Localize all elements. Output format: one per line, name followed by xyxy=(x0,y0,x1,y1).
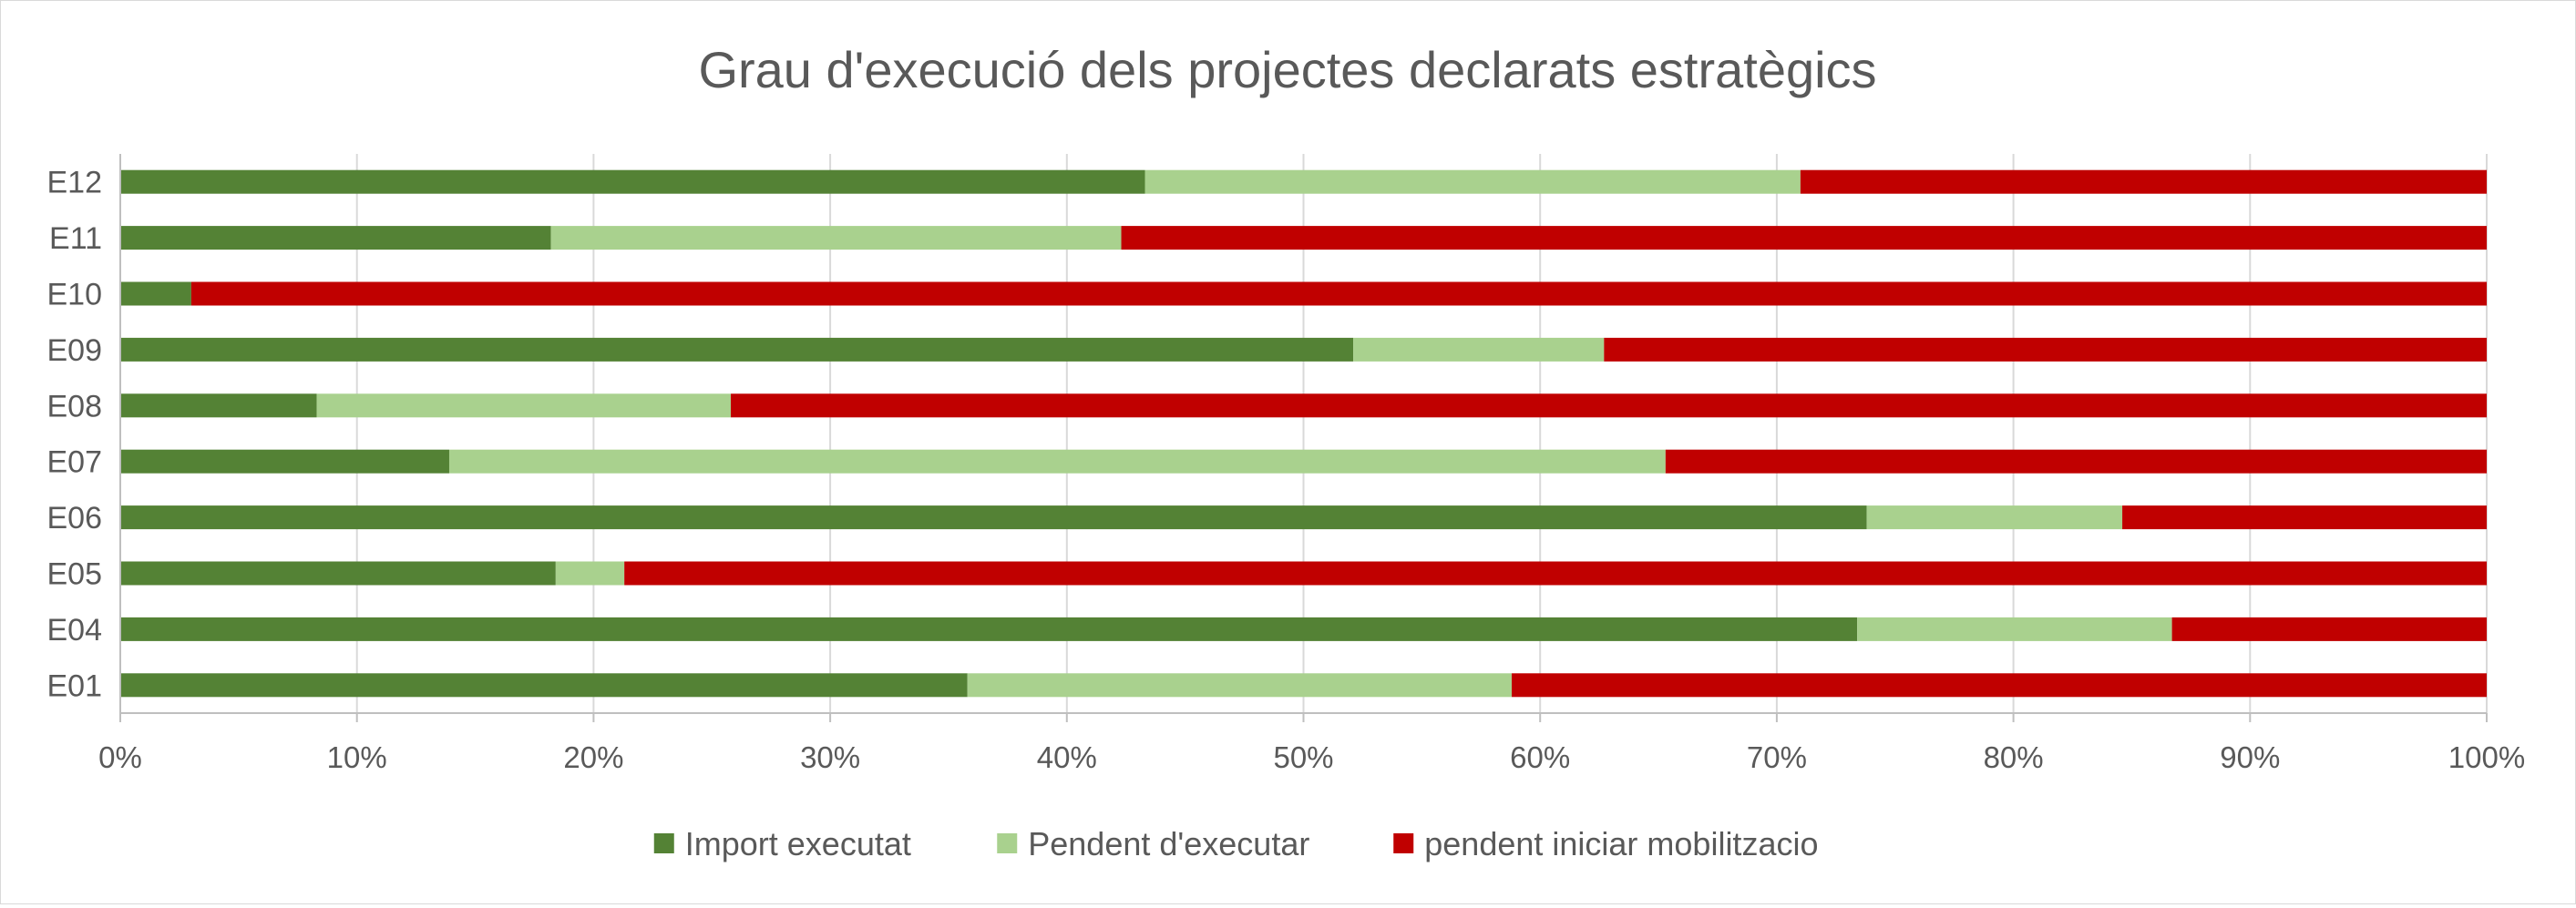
bar-e07-import-executat xyxy=(120,449,449,474)
legend-label: pendent iniciar mobilitzacio xyxy=(1424,825,1818,862)
category-label-e10: E10 xyxy=(47,278,103,312)
bar-e08-pendent-d-executar xyxy=(316,393,732,418)
x-tick-label: 60% xyxy=(1510,740,1570,774)
bar-e05-pendent-d-executar xyxy=(555,561,625,586)
category-label-e04: E04 xyxy=(47,613,103,648)
x-tick-label: 80% xyxy=(1984,740,2044,774)
x-tick-label: 90% xyxy=(2220,740,2280,774)
x-tick-label: 70% xyxy=(1747,740,1807,774)
bar-e01-pendent-iniciar-mobilitzacio xyxy=(1512,673,2487,698)
bar-e01-pendent-d-executar xyxy=(967,673,1513,698)
bar-e07-pendent-d-executar xyxy=(448,449,1666,474)
legend-item-import-executat: Import executat xyxy=(653,825,911,862)
bar-e10-pendent-iniciar-mobilitzacio xyxy=(190,281,2488,306)
bar-e12-import-executat xyxy=(120,169,1145,194)
bar-e06-import-executat xyxy=(120,505,1867,530)
bar-e06-pendent-d-executar xyxy=(1866,505,2123,530)
category-label-e12: E12 xyxy=(47,166,103,200)
bar-e09-import-executat xyxy=(120,337,1354,362)
category-label-e07: E07 xyxy=(47,445,103,480)
x-tick-label: 20% xyxy=(563,740,623,774)
bar-e04-pendent-d-executar xyxy=(1857,617,2172,641)
bar-e09-pendent-d-executar xyxy=(1353,337,1605,362)
legend-item-pendent-iniciar-mobilitzacio: pendent iniciar mobilitzacio xyxy=(1393,825,1818,862)
bar-e05-import-executat xyxy=(120,561,556,586)
legend-swatch xyxy=(997,833,1018,853)
legend-label: Import executat xyxy=(685,825,911,862)
bar-e04-pendent-iniciar-mobilitzacio xyxy=(2171,617,2487,641)
bar-e11-pendent-iniciar-mobilitzacio xyxy=(1121,226,2487,250)
category-label-e01: E01 xyxy=(47,668,103,703)
category-label-e06: E06 xyxy=(47,501,103,536)
bar-e12-pendent-d-executar xyxy=(1144,169,1801,194)
bar-e11-pendent-d-executar xyxy=(550,226,1122,250)
x-tick-label: 10% xyxy=(327,740,387,774)
bar-e04-import-executat xyxy=(120,617,1858,641)
bar-e01-import-executat xyxy=(120,673,968,698)
legend-label: Pendent d'executar xyxy=(1028,825,1309,862)
x-tick-label: 50% xyxy=(1273,740,1333,774)
legend-swatch xyxy=(653,833,674,853)
x-tick-label: 40% xyxy=(1037,740,1097,774)
legend-item-pendent-d-executar: Pendent d'executar xyxy=(997,825,1309,862)
category-label-e09: E09 xyxy=(47,333,103,368)
bar-e12-pendent-iniciar-mobilitzacio xyxy=(1800,169,2487,194)
x-tick-label: 30% xyxy=(800,740,860,774)
bar-e08-import-executat xyxy=(120,393,317,418)
legend: Import executat Pendent d'executar pendent… xyxy=(653,825,1818,862)
bar-e07-pendent-iniciar-mobilitzacio xyxy=(1665,449,2487,474)
bar-e08-pendent-iniciar-mobilitzacio xyxy=(731,393,2487,418)
x-tick-label: 0% xyxy=(98,740,142,774)
category-label-e08: E08 xyxy=(47,389,103,423)
bar-e09-pendent-iniciar-mobilitzacio xyxy=(1604,337,2487,362)
bar-e10-import-executat xyxy=(120,281,191,306)
bars xyxy=(120,169,2488,698)
category-label-e05: E05 xyxy=(47,557,103,592)
bar-e11-import-executat xyxy=(120,226,551,250)
axis: 0% 10% 20% 30% 40% 50% 60% 70% 80% 90% 100% E01 E04 E… xyxy=(47,154,2525,774)
bar-e05-pendent-iniciar-mobilitzacio xyxy=(624,561,2487,586)
bar-e06-pendent-iniciar-mobilitzacio xyxy=(2122,505,2487,530)
chart-title: Grau d'execució dels projectes declarats… xyxy=(698,41,1876,98)
category-label-e11: E11 xyxy=(49,221,102,256)
x-tick-label: 100% xyxy=(2448,740,2525,774)
legend-swatch xyxy=(1393,833,1414,853)
